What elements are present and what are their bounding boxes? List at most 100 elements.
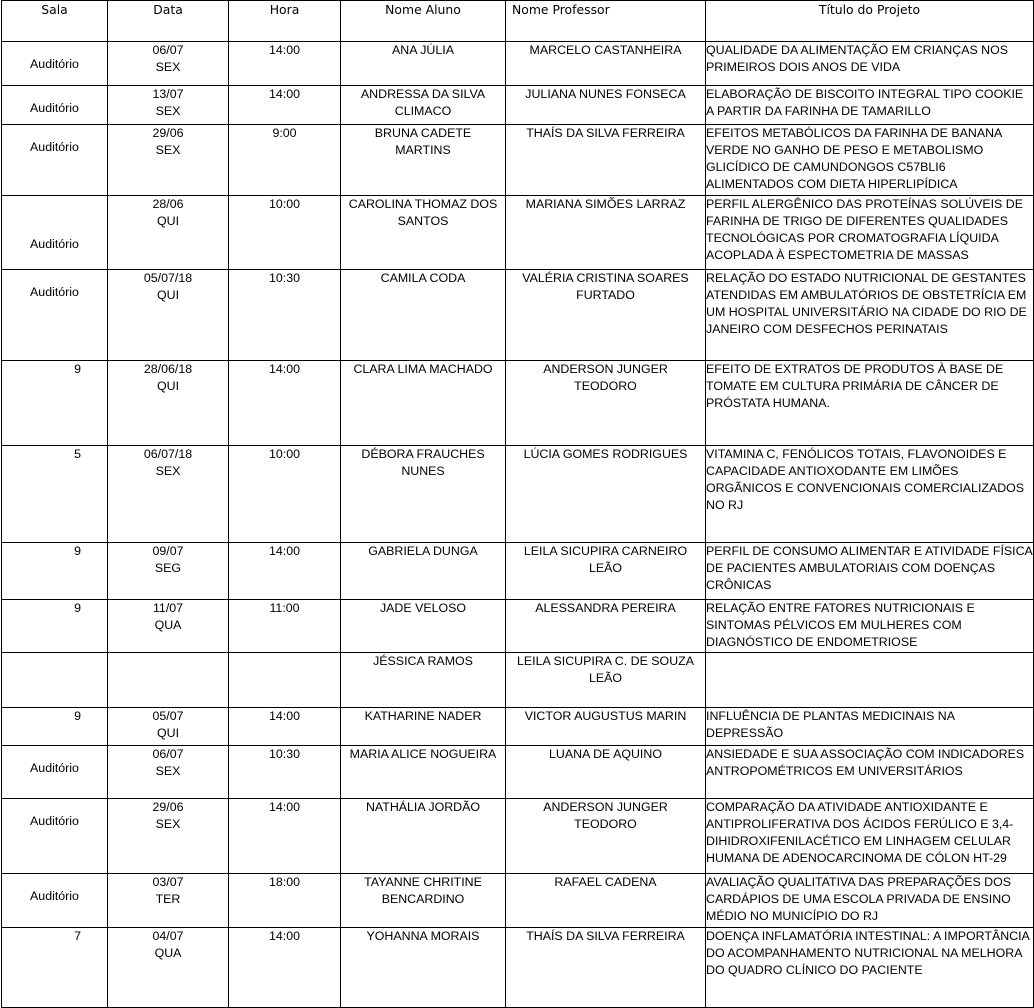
cell-hora: 14:00 xyxy=(228,798,341,874)
cell-professor: MARCELO CASTANHEIRA xyxy=(505,41,706,86)
column-header-data: Data xyxy=(107,0,229,42)
cell-professor-line: THAÍS DA SILVA FERREIRA xyxy=(526,126,685,140)
cell-data-line: 03/07 xyxy=(152,875,184,889)
cell-professor-line: JULIANA NUNES FONSECA xyxy=(525,87,686,101)
cell-professor-line: ANDERSON JUNGER xyxy=(543,362,668,376)
cell-professor: THAÍS DA SILVA FERREIRA xyxy=(505,124,706,196)
cell-professor-line: FURTADO xyxy=(576,288,635,302)
cell-aluno: CAROLINA THOMAZ DOS SANTOS xyxy=(340,195,506,270)
cell-aluno-line: MARIA ALICE NOGUEIRA xyxy=(349,747,497,761)
cell-data: 05/07/18 QUI xyxy=(107,269,229,361)
cell-hora: 10:30 xyxy=(228,269,341,361)
cell-aluno-line: TAYANNE CHRITINE xyxy=(364,875,482,889)
cell-aluno-line: CAROLINA THOMAZ DOS xyxy=(348,197,498,211)
cell-data: 11/07 QUA xyxy=(107,599,229,653)
table-row: 9 28/06/18 QUI 14:00 CLARA LIMA MACHADO ANDER… xyxy=(1,360,1034,446)
header-row: Sala Data Hora Nome Aluno Nome Professor… xyxy=(1,0,1034,42)
table-row: Auditório 29/06 SEX 14:00 NATHÁLIA JORDÃO AND… xyxy=(1,798,1034,874)
column-header-sala: Sala xyxy=(1,0,108,42)
cell-data: 28/06 QUI xyxy=(107,195,229,270)
cell-data-line: QUA xyxy=(154,946,182,960)
cell-data xyxy=(107,652,229,708)
cell-titulo: AVALIAÇÃO QUALITATIVA DAS PREPARAÇÕES DO… xyxy=(705,873,1034,928)
cell-professor: LÚCIA GOMES RODRIGUES xyxy=(505,445,706,543)
cell-data-line: 06/07 xyxy=(152,43,184,57)
cell-data-line: 04/07 xyxy=(152,929,184,943)
cell-professor-line: LEÃO xyxy=(588,561,623,575)
cell-titulo xyxy=(705,652,1034,708)
table-row: Auditório 29/06 SEX 9:00 BRUNA CADETE MARTINS… xyxy=(1,124,1034,196)
cell-data-line: 06/07 xyxy=(152,747,184,761)
cell-sala xyxy=(1,652,108,708)
table-row: 9 11/07 QUA 11:00 JADE VELOSO ALESSANDRA PERE… xyxy=(1,599,1034,653)
table-row: 7 04/07 QUA 14:00 YOHANNA MORAIS THAÍS DA SIL… xyxy=(1,927,1034,1008)
cell-hora: 9:00 xyxy=(228,124,341,196)
table-header: Sala Data Hora Nome Aluno Nome Professor… xyxy=(1,0,1034,42)
cell-aluno: NATHÁLIA JORDÃO xyxy=(340,798,506,874)
cell-data-line: 05/07 xyxy=(152,709,184,723)
cell-sala: 9 xyxy=(1,599,108,653)
cell-aluno: ANDRESSA DA SILVA CLIMACO xyxy=(340,85,506,125)
cell-titulo: ELABORAÇÃO DE BISCOITO INTEGRAL TIPO COO… xyxy=(705,85,1034,125)
cell-titulo: RELAÇÃO ENTRE FATORES NUTRICIONAIS E SIN… xyxy=(705,599,1034,653)
table-row: 9 05/07 QUI 14:00 KATHARINE NADER VICTOR AUGU… xyxy=(1,707,1034,746)
cell-titulo: EFEITOS METABÓLICOS DA FARINHA DE BANANA… xyxy=(705,124,1034,196)
table-row: Auditório 13/07 SEX 14:00 ANDRESSA DA SILVA C… xyxy=(1,85,1034,125)
cell-professor-line: VALÉRIA CRISTINA SOARES xyxy=(522,271,689,285)
cell-data-line: SEX xyxy=(155,60,181,74)
cell-aluno: JÉSSICA RAMOS xyxy=(340,652,506,708)
cell-hora: 14:00 xyxy=(228,85,341,125)
table-row: 5 06/07/18 SEX 10:00 DÉBORA FRAUCHES NUNES LÚC… xyxy=(1,445,1034,543)
cell-aluno: YOHANNA MORAIS xyxy=(340,927,506,1008)
cell-professor-line: MARIANA SIMÕES LARRAZ xyxy=(525,197,686,211)
cell-data: 28/06/18 QUI xyxy=(107,360,229,446)
cell-professor: LUANA DE AQUINO xyxy=(505,745,706,799)
cell-titulo: RELAÇÃO DO ESTADO NUTRICIONAL DE GESTANT… xyxy=(705,269,1034,361)
cell-professor-line: LEÃO xyxy=(588,671,623,685)
cell-sala: Auditório xyxy=(1,269,108,361)
cell-data-line: 13/07 xyxy=(152,87,184,101)
cell-hora: 14:00 xyxy=(228,41,341,86)
cell-aluno-line: ANA JÚLIA xyxy=(392,43,454,57)
cell-aluno: CAMILA CODA xyxy=(340,269,506,361)
cell-professor-line: LUANA DE AQUINO xyxy=(549,747,662,761)
table-row: Auditório 28/06 QUI 10:00 CAROLINA THOMAZ DO… xyxy=(1,195,1034,270)
cell-data-line: SEX xyxy=(155,464,181,478)
cell-aluno: GABRIELA DUNGA xyxy=(340,542,506,600)
cell-data-line: TER xyxy=(155,892,181,906)
table-row: Auditório 06/07 SEX 14:00 ANA JÚLIA MARCELO C… xyxy=(1,41,1034,86)
cell-data: 06/07/18 SEX xyxy=(107,445,229,543)
cell-data-line: 28/06/18 xyxy=(143,362,193,376)
cell-titulo: COMPARAÇÃO DA ATIVIDADE ANTIOXIDANTE E A… xyxy=(705,798,1034,874)
cell-titulo: PERFIL DE CONSUMO ALIMENTAR E ATIVIDADE … xyxy=(705,542,1034,600)
cell-aluno: JADE VELOSO xyxy=(340,599,506,653)
cell-professor-line: TEODORO xyxy=(574,817,637,831)
cell-data-line: QUI xyxy=(156,288,180,302)
cell-professor: THAÍS DA SILVA FERREIRA xyxy=(505,927,706,1008)
cell-professor-line: TEODORO xyxy=(574,379,637,393)
cell-titulo: PERFIL ALERGÊNICO DAS PROTEÍNAS SOLÚVEIS… xyxy=(705,195,1034,270)
cell-professor-line: THAÍS DA SILVA FERREIRA xyxy=(526,929,685,943)
cell-aluno-line: BRUNA CADETE xyxy=(374,126,472,140)
cell-data-line: 11/07 xyxy=(152,601,184,615)
cell-data: 04/07 QUA xyxy=(107,927,229,1008)
cell-data-line: SEX xyxy=(155,764,181,778)
cell-data-line: QUI xyxy=(156,379,180,393)
cell-data-line: SEX xyxy=(155,817,181,831)
cell-aluno-line: ANDRESSA DA SILVA xyxy=(360,87,486,101)
cell-data: 29/06 SEX xyxy=(107,798,229,874)
cell-professor: VICTOR AUGUSTUS MARIN xyxy=(505,707,706,746)
table-row: 9 09/07 SEG 14:00 GABRIELA DUNGA LEILA SICUPI… xyxy=(1,542,1034,600)
cell-sala: 9 xyxy=(1,707,108,746)
cell-aluno: MARIA ALICE NOGUEIRA xyxy=(340,745,506,799)
cell-professor-line: LÚCIA GOMES RODRIGUES xyxy=(523,447,688,461)
cell-professor-line: LEILA SICUPIRA C. DE SOUZA xyxy=(517,654,694,668)
cell-data: 13/07 SEX xyxy=(107,85,229,125)
cell-sala: Auditório xyxy=(1,85,108,125)
cell-data-line: QUI xyxy=(156,214,180,228)
cell-aluno-line: CLARA LIMA MACHADO xyxy=(353,362,493,376)
cell-aluno-line: MARTINS xyxy=(395,143,451,157)
column-header-hora: Hora xyxy=(228,0,341,42)
cell-aluno-line: JADE VELOSO xyxy=(379,601,467,615)
cell-hora: 14:00 xyxy=(228,360,341,446)
